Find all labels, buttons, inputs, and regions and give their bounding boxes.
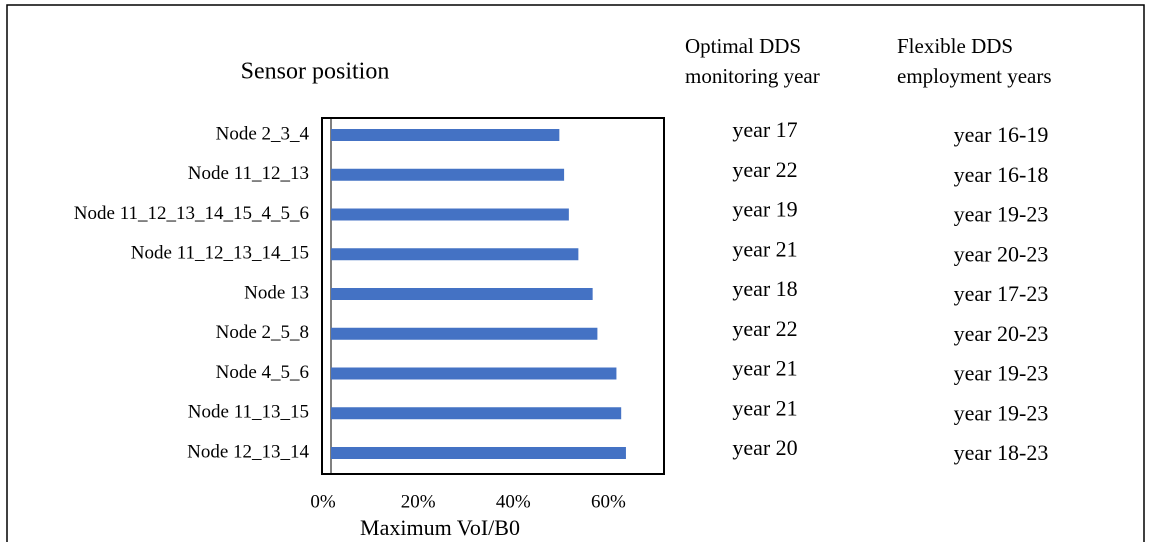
table-cell: year 21 [732, 395, 797, 420]
y-tick-label: Node 12_13_14 [187, 441, 309, 462]
table-cell: year 22 [732, 157, 797, 182]
bar [331, 327, 598, 340]
table-cell: year 16-18 [954, 162, 1049, 187]
frame [6, 4, 1145, 542]
y-tick-label: Node 11_12_13_14_15_4_5_6 [74, 203, 309, 224]
bar [331, 129, 560, 141]
y-tick-label: Node 2_5_8 [216, 322, 309, 343]
table-cell: year 17 [732, 117, 797, 142]
table-cell: year 21 [732, 356, 797, 381]
table-cell: year 20 [732, 435, 797, 460]
x-tick-label: 40% [496, 491, 531, 512]
table-cell: year 17-23 [954, 281, 1049, 306]
y-tick-label: Node 11_13_15 [188, 402, 309, 423]
bar [331, 208, 569, 221]
y-tick-label: Node 13 [244, 282, 309, 303]
plot-area [321, 117, 665, 475]
chart-title: Sensor position [241, 59, 390, 85]
table-cell: year 21 [732, 236, 797, 261]
table-cell: year 16-19 [954, 122, 1049, 147]
table-cell: year 20-23 [954, 321, 1049, 346]
bar [331, 288, 593, 300]
table-cell: year 19-23 [954, 400, 1049, 425]
y-tick-label: Node 4_5_6 [216, 362, 309, 383]
y-tick-label: Node 11_12_13 [188, 163, 309, 184]
x-tick-label: 0% [310, 491, 336, 512]
column-header: employment years [897, 64, 1052, 88]
bar [331, 248, 579, 261]
table-cell: year 22 [732, 316, 797, 341]
y-tick-label: Node 11_12_13_14_15 [131, 243, 309, 264]
x-tick-label: 20% [401, 491, 436, 512]
bar [331, 407, 622, 420]
column-header: monitoring year [685, 64, 820, 88]
x-tick-label: 60% [591, 491, 626, 512]
table-cell: year 19-23 [954, 361, 1049, 386]
x-axis-title: Maximum VoI/B0 [360, 515, 520, 540]
y-tick-label: Node 2_3_4 [216, 123, 310, 144]
column-header: Flexible DDS [897, 34, 1013, 58]
bar [331, 367, 617, 380]
bar [331, 447, 626, 459]
table-cell: year 18 [732, 276, 797, 301]
table-cell: year 19-23 [954, 202, 1049, 227]
table-cell: year 18-23 [954, 440, 1049, 465]
bar [331, 168, 565, 181]
table-cell: year 20-23 [954, 241, 1049, 266]
table-cell: year 19 [732, 197, 797, 222]
column-header: Optimal DDS [685, 34, 801, 58]
